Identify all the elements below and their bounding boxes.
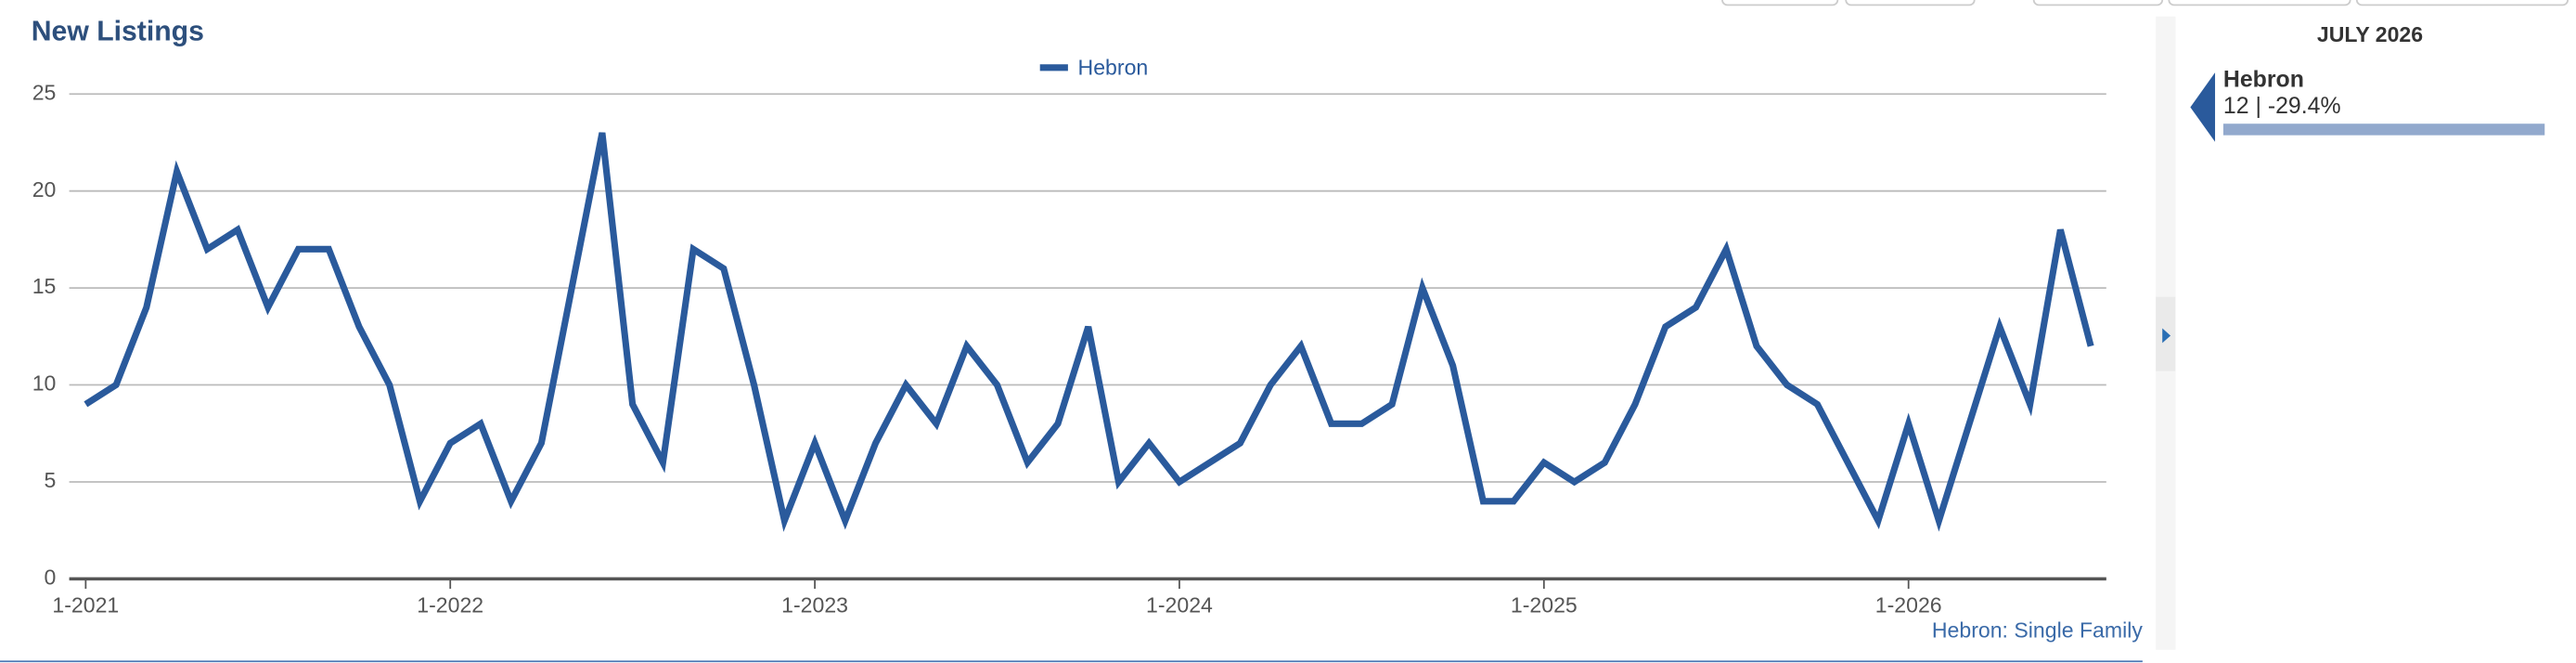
button[interactable] [2355,0,2570,6]
x-tick-label: 1-2026 [1875,593,1942,618]
panel-pointer [2190,72,2216,142]
series-line [84,132,2094,532]
button[interactable] [2032,0,2164,6]
x-tick-label: 1-2024 [1146,593,1213,618]
x-tick-label: 1-2021 [52,593,119,618]
button[interactable] [1845,0,1976,6]
toolbar [1721,0,2570,6]
x-tick-label: 1-2023 [781,593,848,618]
button[interactable] [1721,0,1839,6]
y-tick-label: 10 [32,371,57,396]
panel-name: Hebron [2223,67,2304,93]
toggle-arrow [2162,328,2171,344]
legend-label: Hebron [1078,56,1149,80]
button[interactable] [2168,0,2351,6]
y-tick-label: 25 [32,80,57,104]
panel-bar [2222,124,2545,136]
y-tick-label: 0 [45,566,57,590]
y-tick-label: 20 [32,177,57,202]
x-tick-label: 1-2022 [417,593,483,618]
chart-title: New Listings [32,16,204,46]
source-label: Hebron: Single Family [1932,618,2143,642]
y-tick-label: 15 [32,274,57,298]
y-tick-label: 5 [45,468,57,492]
panel-date: JULY 2026 [2317,22,2423,46]
x-tick-label: 1-2025 [1511,593,1578,618]
panel-text: 12 | -29.4% [2223,93,2341,119]
